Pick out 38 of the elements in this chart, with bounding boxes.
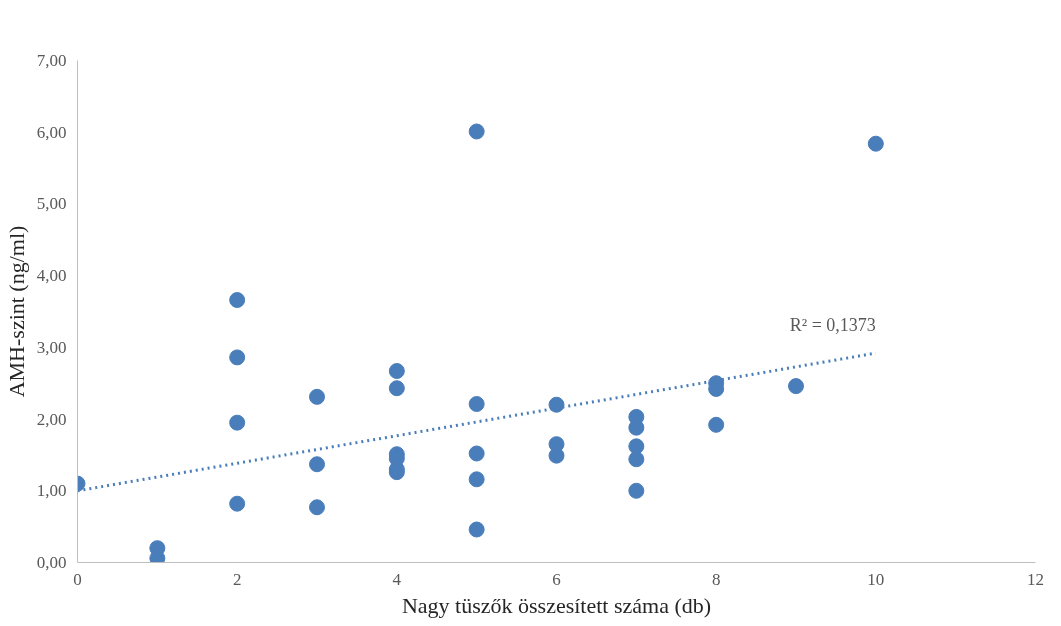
x-tick-label: 10 <box>867 569 885 589</box>
annotation: R² = 0,1373 <box>789 315 876 336</box>
y-axis-title: AMH-szint (ng/ml) <box>3 225 29 398</box>
point <box>388 380 405 397</box>
x-tick-label: 2 <box>232 569 242 589</box>
point <box>628 451 645 468</box>
point <box>548 396 565 413</box>
x-tick-label: 8 <box>711 569 721 589</box>
point <box>468 396 485 412</box>
point <box>309 388 325 405</box>
x-tick-label: 0 <box>73 569 82 589</box>
y-tick-label: 0,00 <box>36 553 67 572</box>
y-tick-label: 2,00 <box>36 409 67 429</box>
point <box>229 349 246 366</box>
y-tick-label: 7,00 <box>36 51 67 70</box>
point <box>468 471 485 488</box>
y-tick-label: 1,00 <box>36 481 67 501</box>
x-axis-title: Nagy tüszők összesített száma (db) <box>401 592 712 618</box>
point <box>388 363 405 380</box>
x-tick-label: 12 <box>1027 569 1044 589</box>
point <box>708 416 725 433</box>
point <box>468 521 485 538</box>
point <box>468 123 485 140</box>
y-tick-label: 3,00 <box>36 337 67 357</box>
point <box>628 482 645 499</box>
x-tick-label: 4 <box>392 569 402 589</box>
point <box>229 414 246 431</box>
point <box>468 445 485 462</box>
point <box>309 456 325 473</box>
x-tick-label: 6 <box>552 569 561 589</box>
point <box>788 378 804 395</box>
point <box>229 495 246 512</box>
y-tick-label: 6,00 <box>36 122 67 142</box>
point <box>309 499 325 516</box>
point <box>867 135 884 152</box>
y-tick-label: 5,00 <box>36 194 67 214</box>
point <box>229 292 246 309</box>
y-tick-label: 4,00 <box>36 266 67 286</box>
